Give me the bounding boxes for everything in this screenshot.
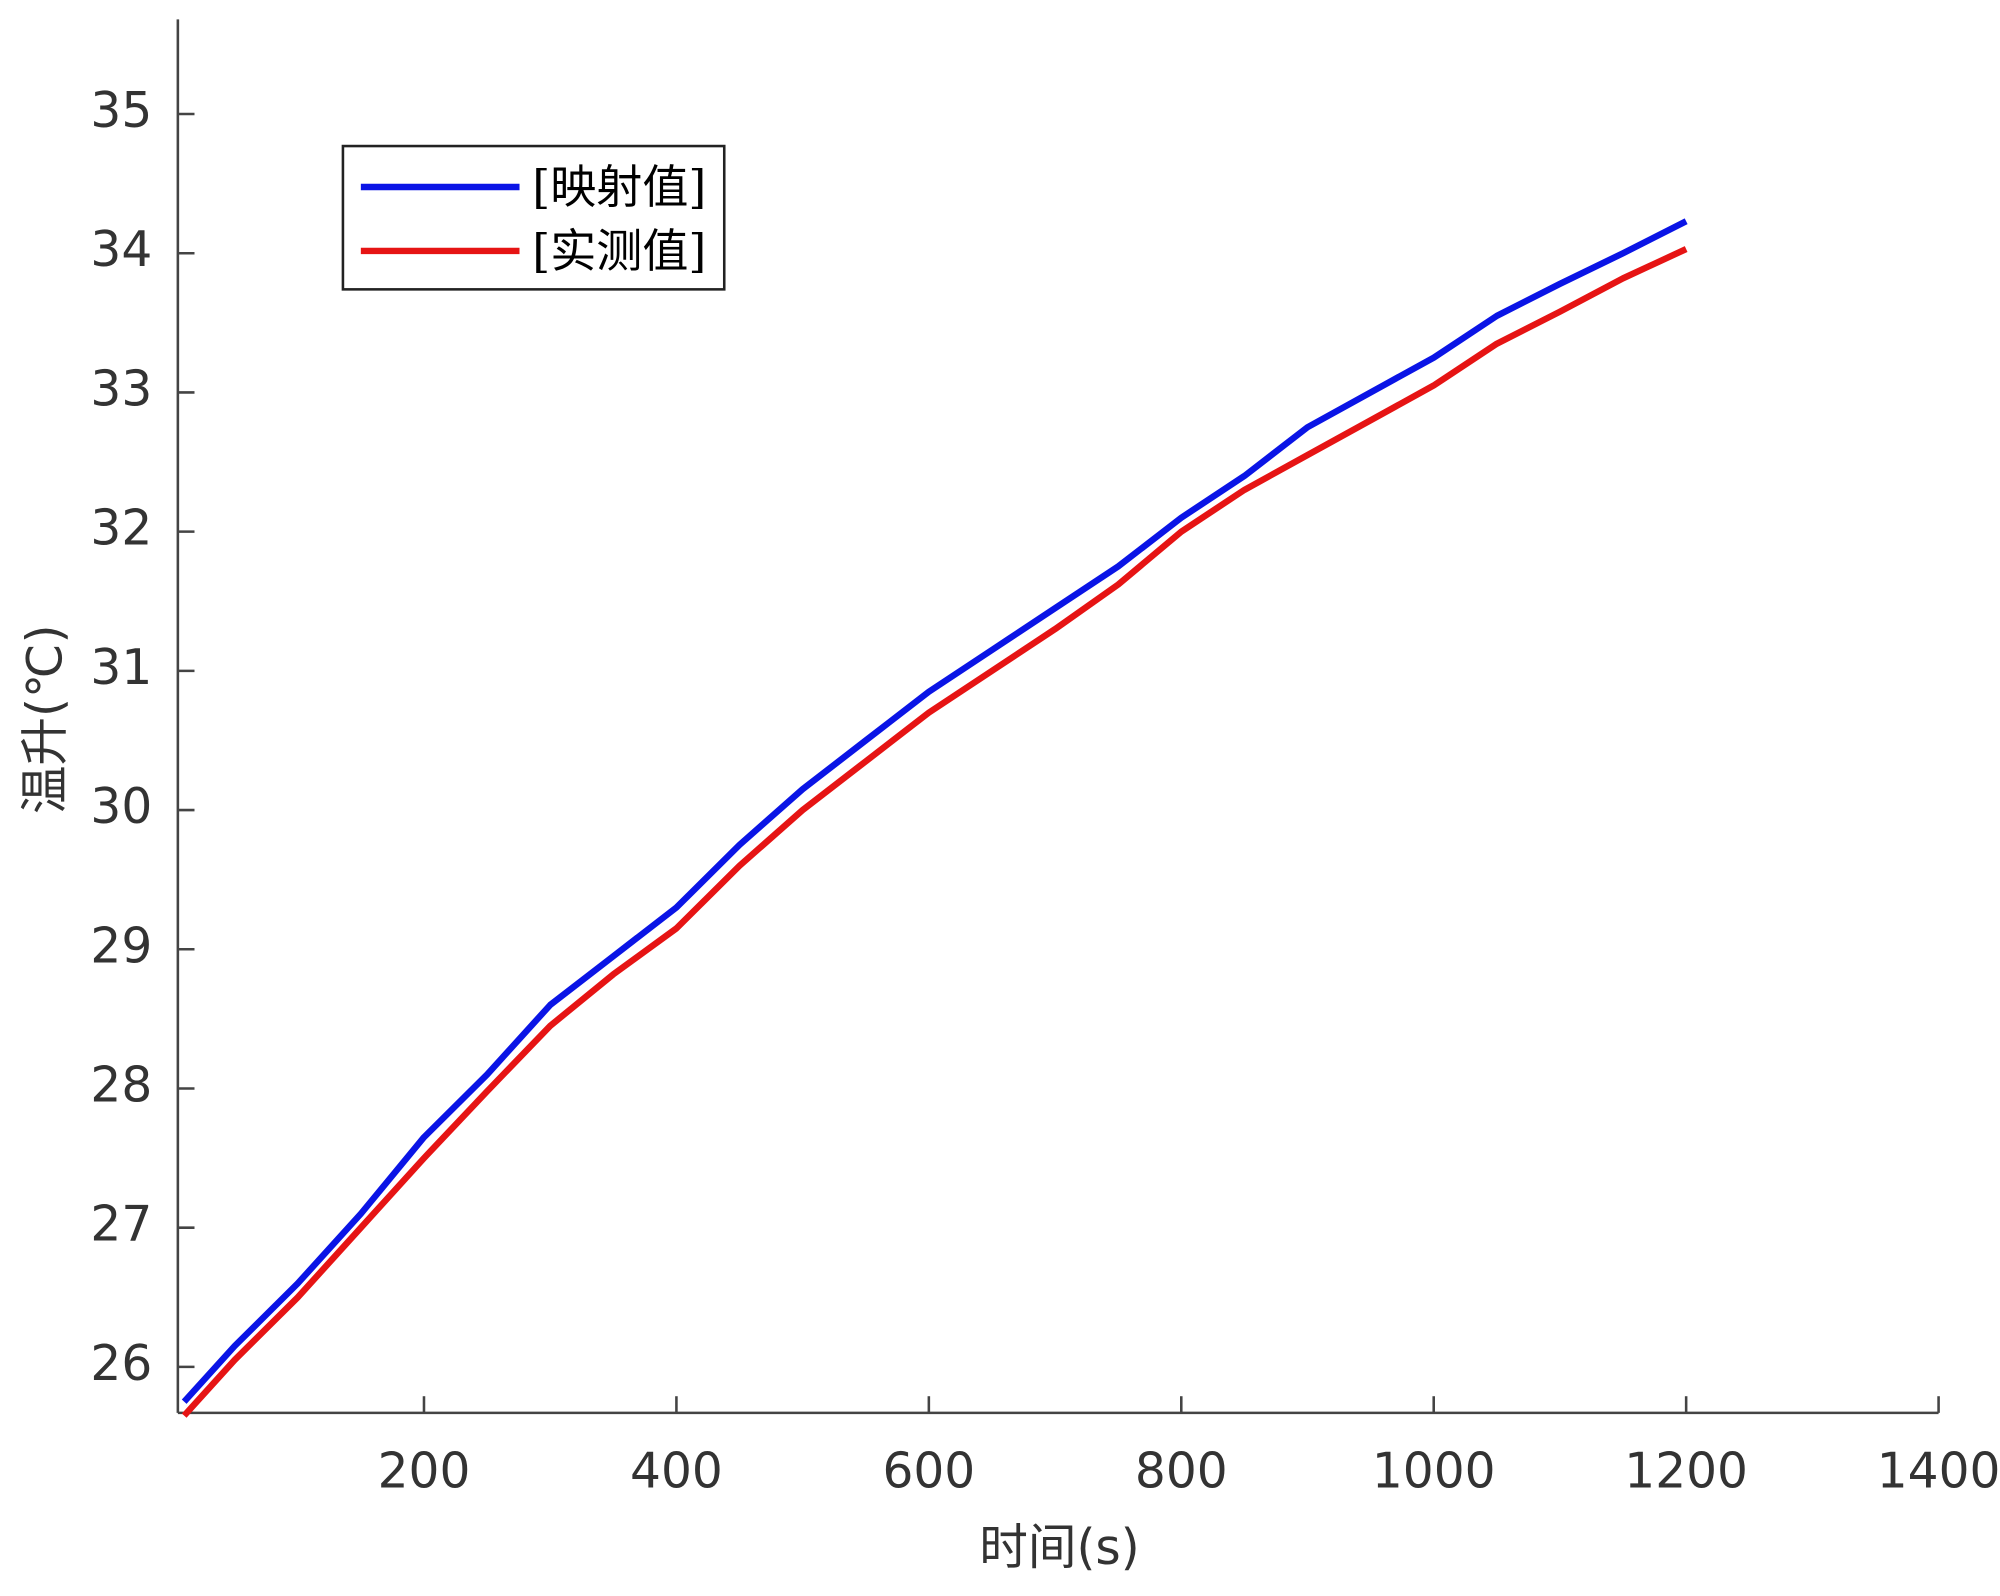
legend-box [341, 144, 726, 291]
y-tick-label: 35 [90, 83, 152, 139]
y-tick-label: 28 [90, 1057, 152, 1113]
y-tick-label: 34 [90, 222, 152, 278]
x-axis-label: 时间(s) [979, 1520, 1139, 1576]
line-series [181, 218, 1688, 1404]
x-tick-label: 600 [882, 1443, 975, 1499]
y-tick-label: 29 [90, 918, 152, 974]
legend-label: [映射值] [532, 160, 706, 214]
x-tick-label: 1400 [1877, 1443, 2000, 1499]
x-tick-label: 400 [630, 1443, 723, 1499]
x-tick-label: 1200 [1624, 1443, 1748, 1499]
x-tick-label: 800 [1135, 1443, 1228, 1499]
y-axis-label: 温升(℃) [18, 624, 74, 814]
x-tick-label: 200 [378, 1443, 471, 1499]
y-tick-label: 33 [90, 361, 152, 417]
y-tick-label: 32 [90, 501, 152, 557]
legend-label: [实测值] [532, 224, 706, 278]
y-tick-label: 30 [90, 779, 152, 835]
line-series [181, 246, 1688, 1418]
y-tick-label: 31 [90, 640, 152, 696]
x-tick-label: 1000 [1372, 1443, 1496, 1499]
y-tick-label: 27 [90, 1197, 152, 1253]
y-tick-label: 26 [90, 1336, 152, 1392]
